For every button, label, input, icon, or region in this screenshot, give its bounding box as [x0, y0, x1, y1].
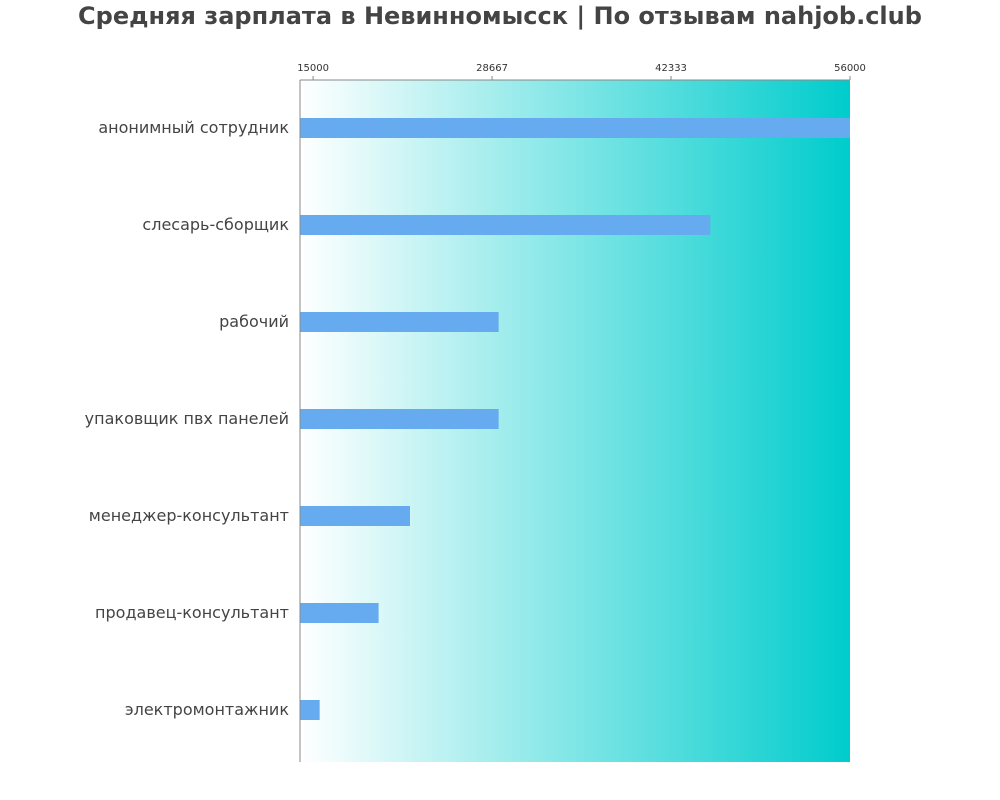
x-tick-label: 56000: [834, 63, 866, 74]
x-axis-ticks: 15000 28667 42333 56000: [297, 63, 866, 80]
bar: [300, 700, 320, 720]
category-label: рабочий: [219, 312, 289, 331]
bar: [300, 215, 711, 235]
bar: [300, 409, 499, 429]
x-tick-label: 42333: [655, 63, 687, 74]
chart-title: Средняя зарплата в Невинномысск | По отз…: [78, 2, 922, 30]
category-label: упаковщик пвх панелей: [85, 409, 289, 428]
category-label: слесарь-сборщик: [142, 215, 289, 234]
category-labels: анонимный сотрудник слесарь-сборщик рабочи…: [85, 118, 290, 719]
x-tick-label: 28667: [476, 63, 508, 74]
category-label: электромонтажник: [125, 700, 290, 719]
category-label: менеджер-консультант: [89, 506, 289, 525]
bars: [300, 118, 850, 720]
category-label: продавец-консультант: [95, 603, 289, 622]
bar: [300, 118, 850, 138]
bar: [300, 506, 410, 526]
x-tick-label: 15000: [297, 63, 329, 74]
bar: [300, 603, 379, 623]
category-label: анонимный сотрудник: [98, 118, 289, 137]
bar: [300, 312, 499, 332]
